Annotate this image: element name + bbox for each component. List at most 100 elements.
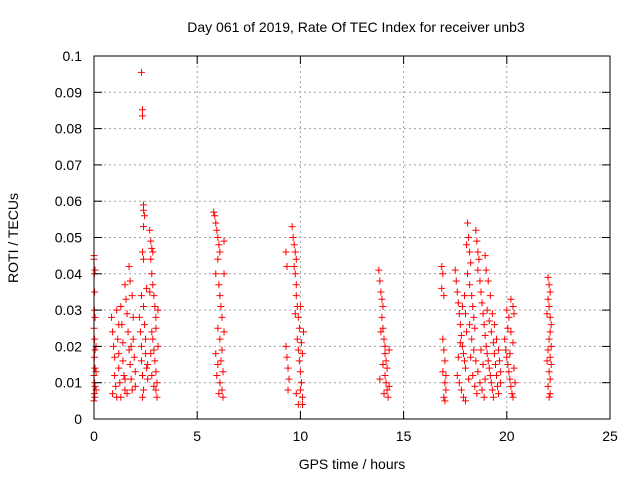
data-point — [298, 400, 306, 408]
data-point — [146, 288, 154, 296]
data-point — [472, 357, 480, 365]
data-point — [546, 313, 554, 321]
data-point — [112, 382, 120, 390]
data-point — [296, 302, 304, 310]
data-point — [507, 382, 515, 390]
data-point — [503, 306, 511, 314]
data-point — [455, 310, 463, 318]
data-point — [140, 302, 148, 310]
data-point — [470, 346, 478, 354]
x-tick-label: 15 — [396, 428, 412, 444]
data-point — [128, 386, 136, 394]
data-point — [141, 212, 149, 220]
data-point — [440, 292, 448, 300]
data-point — [214, 361, 222, 369]
data-point — [492, 371, 500, 379]
data-point — [457, 332, 465, 340]
data-point — [120, 371, 128, 379]
data-point — [153, 379, 161, 387]
data-point — [285, 375, 293, 383]
data-point — [297, 379, 305, 387]
data-point — [546, 390, 554, 398]
y-tick-label: 0.01 — [55, 375, 82, 391]
y-tick-label: 0.03 — [55, 302, 82, 318]
data-point — [480, 393, 488, 401]
x-tick-label: 20 — [499, 428, 515, 444]
data-points — [90, 68, 555, 408]
data-point — [486, 371, 494, 379]
data-point — [491, 361, 499, 369]
data-point — [462, 310, 470, 318]
data-point — [282, 248, 290, 256]
data-point — [468, 292, 476, 300]
data-point — [214, 324, 222, 332]
data-point — [148, 328, 156, 336]
data-point — [149, 335, 157, 343]
data-point — [139, 371, 147, 379]
data-point — [291, 248, 299, 256]
data-point — [504, 324, 512, 332]
data-point — [91, 313, 99, 321]
data-point — [131, 382, 139, 390]
data-point — [127, 375, 135, 383]
data-point — [483, 306, 491, 314]
data-point — [128, 292, 136, 300]
data-point — [439, 368, 447, 376]
data-point — [113, 393, 121, 401]
data-point — [508, 390, 516, 398]
data-point — [495, 390, 503, 398]
data-point — [216, 248, 224, 256]
data-point — [452, 277, 460, 285]
data-point — [496, 357, 504, 365]
data-point — [220, 237, 228, 245]
data-point — [115, 364, 123, 372]
data-point — [110, 342, 118, 350]
x-axis-label: GPS time / hours — [299, 456, 406, 472]
data-point — [293, 335, 301, 343]
data-point — [441, 397, 449, 405]
data-point — [108, 313, 116, 321]
data-point — [545, 368, 553, 376]
y-tick-label: 0 — [74, 411, 82, 427]
data-point — [220, 270, 228, 278]
data-point — [456, 339, 464, 347]
data-point — [383, 364, 391, 372]
data-point — [465, 234, 473, 241]
data-point — [292, 255, 300, 263]
data-point — [220, 328, 228, 336]
data-point — [383, 386, 391, 394]
data-point — [137, 68, 145, 76]
data-point — [477, 288, 485, 296]
data-point — [467, 353, 475, 361]
data-point — [473, 237, 481, 245]
data-point — [380, 335, 388, 343]
data-point — [139, 112, 147, 120]
data-point — [545, 281, 553, 289]
data-point — [148, 244, 156, 252]
data-point — [218, 346, 226, 354]
data-point — [284, 364, 292, 372]
data-point — [151, 302, 159, 310]
data-point — [381, 371, 389, 379]
data-point — [115, 321, 123, 329]
data-point — [474, 368, 482, 376]
data-point — [497, 368, 505, 376]
data-point — [469, 371, 477, 379]
data-point — [218, 313, 226, 321]
data-point — [511, 379, 519, 387]
data-point — [384, 393, 392, 401]
data-point — [143, 364, 151, 372]
data-point — [488, 310, 496, 318]
data-point — [150, 292, 158, 300]
data-point — [215, 281, 223, 289]
data-point — [543, 310, 551, 318]
data-point — [544, 346, 552, 354]
x-tick-label: 0 — [90, 428, 98, 444]
data-point — [144, 361, 152, 369]
data-point — [91, 393, 99, 401]
data-point — [147, 237, 155, 245]
data-point — [440, 393, 448, 401]
data-point — [376, 277, 384, 285]
data-point — [501, 335, 509, 343]
data-point — [441, 379, 449, 387]
